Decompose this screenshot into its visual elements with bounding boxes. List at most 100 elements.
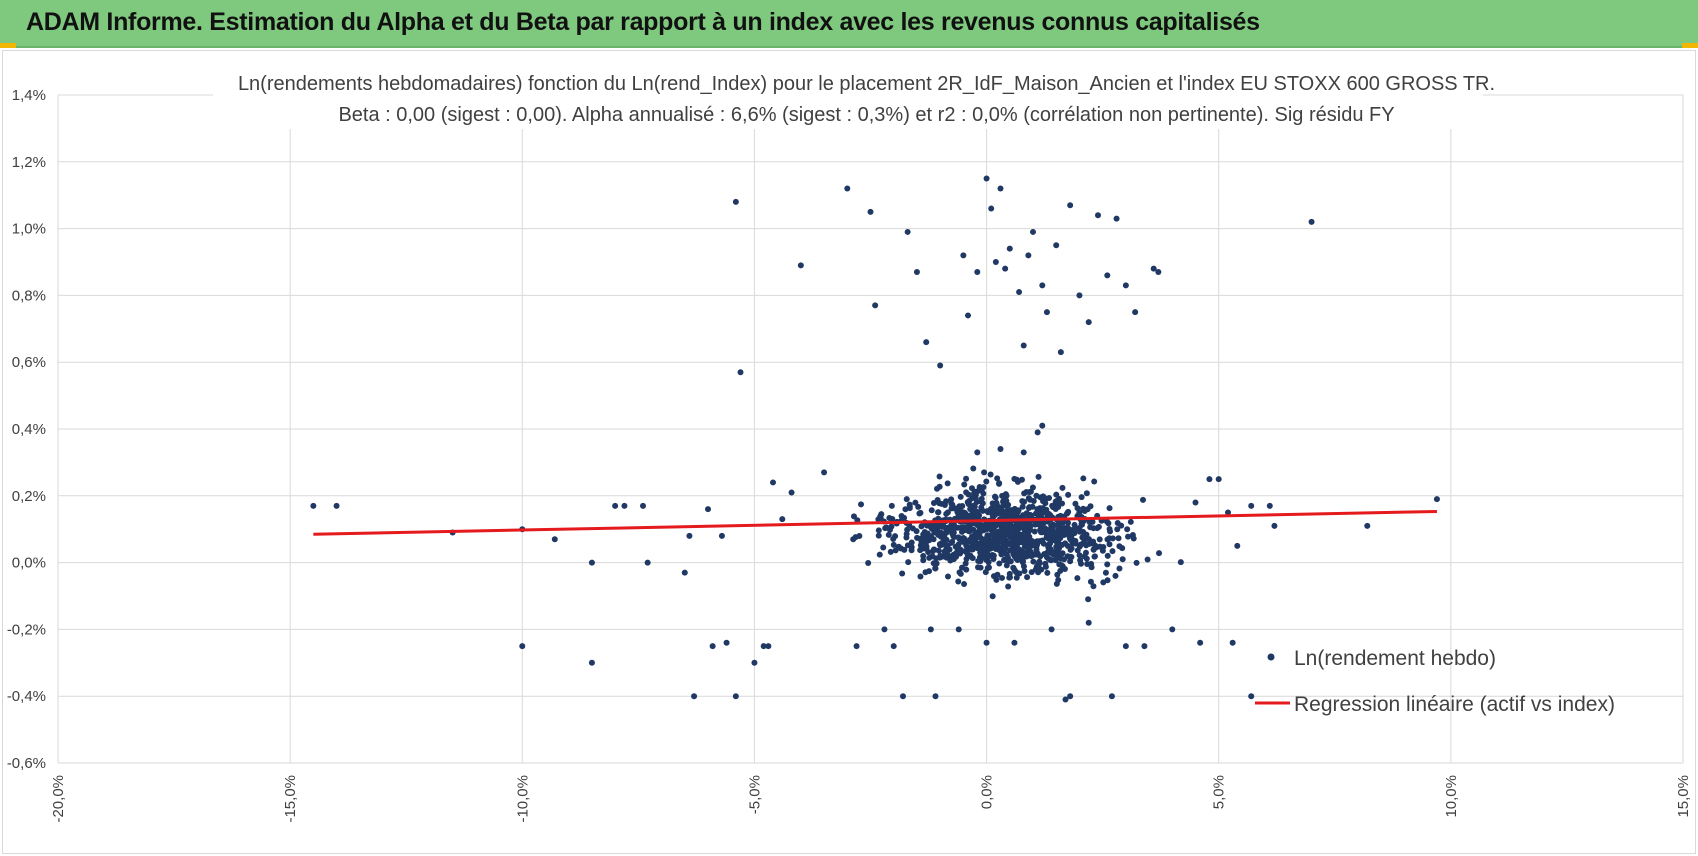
scatter-point xyxy=(1044,569,1051,576)
scatter-point xyxy=(920,557,927,564)
scatter-point xyxy=(875,532,882,539)
scatter-point xyxy=(965,491,972,498)
scatter-point xyxy=(956,535,963,542)
scatter-point xyxy=(770,479,776,486)
y-tick-label: -0,6% xyxy=(7,755,46,772)
scatter-point xyxy=(1040,498,1047,505)
scatter-point xyxy=(779,516,786,523)
scatter-point xyxy=(1049,502,1056,509)
scatter-point xyxy=(958,524,965,531)
scatter-point xyxy=(992,494,999,501)
scatter-point xyxy=(917,547,924,554)
x-tick-label: 10,0% xyxy=(1443,775,1460,818)
scatter-point xyxy=(960,535,967,542)
scatter-point xyxy=(1076,526,1083,533)
y-tick-label: 0,2% xyxy=(12,488,46,505)
scatter-point xyxy=(934,525,941,532)
scatter-point xyxy=(997,446,1004,453)
banner-corner-right xyxy=(1682,43,1698,48)
scatter-point xyxy=(1000,514,1007,521)
scatter-point xyxy=(932,693,939,700)
scatter-point xyxy=(1124,526,1131,533)
scatter-point xyxy=(850,513,857,520)
scatter-point xyxy=(1019,503,1026,510)
x-tick-label: -15,0% xyxy=(282,775,299,823)
scatter-point xyxy=(1039,422,1046,429)
scatter-point xyxy=(966,528,973,535)
y-tick-label: 1,2% xyxy=(12,154,46,171)
scatter-point xyxy=(915,503,922,510)
scatter-point xyxy=(1122,643,1129,650)
scatter-point xyxy=(588,659,595,666)
scatter-point xyxy=(905,559,912,566)
scatter-point xyxy=(1234,542,1241,549)
title-background xyxy=(213,71,1483,129)
scatter-point xyxy=(890,643,897,650)
scatter-point xyxy=(887,548,894,555)
scatter-point xyxy=(918,523,925,530)
scatter-point xyxy=(934,485,941,492)
scatter-point xyxy=(906,503,913,510)
scatter-point xyxy=(983,175,990,182)
y-axis-ticks: -0,6% -0,4% -0,2% 0,0% 0,2% 0,4% 0,6% 0,8% 1,0% 1… xyxy=(7,87,46,772)
scatter-point xyxy=(1059,550,1066,557)
scatter-point xyxy=(1078,494,1085,501)
scatter-point xyxy=(1155,269,1162,276)
legend-label-regression: Regression linéaire (actif vs index) xyxy=(1294,693,1615,716)
scatter-point xyxy=(1064,509,1071,516)
scatter-point xyxy=(992,544,999,551)
scatter-point xyxy=(978,506,985,513)
scatter-point xyxy=(993,510,1000,517)
scatter-point xyxy=(890,541,897,548)
scatter-point xyxy=(1023,489,1030,496)
scatter-point xyxy=(956,569,963,576)
scatter-point xyxy=(998,522,1005,529)
scatter-point xyxy=(996,480,1003,487)
scatter-point xyxy=(1012,528,1019,535)
scatter-point xyxy=(333,502,340,509)
scatter-point xyxy=(958,528,965,535)
scatter-point xyxy=(1086,518,1093,525)
scatter-point xyxy=(709,643,716,650)
chart-frame: Ln(rendements hebdomadaires) fonction du… xyxy=(2,50,1696,854)
scatter-point xyxy=(1112,572,1119,579)
scatter-point xyxy=(1059,500,1066,507)
scatter-point xyxy=(1004,528,1011,535)
scatter-point xyxy=(977,549,984,556)
scatter-point xyxy=(920,552,927,559)
legend-marker-scatter xyxy=(1267,653,1275,661)
scatter-point xyxy=(1059,525,1066,532)
scatter-point xyxy=(640,502,646,509)
scatter-point xyxy=(1035,473,1042,480)
scatter-point xyxy=(1125,533,1132,540)
scatter-point xyxy=(912,499,919,506)
scatter-point xyxy=(875,527,882,534)
scatter-point xyxy=(943,550,950,557)
x-tick-label: -20,0% xyxy=(50,775,67,823)
scatter-point xyxy=(1085,319,1092,326)
scatter-point xyxy=(999,574,1006,581)
scatter-point xyxy=(1057,512,1064,519)
scatter-point xyxy=(519,643,526,650)
scatter-point xyxy=(955,541,962,548)
scatter-point xyxy=(1031,542,1038,549)
scatter-point xyxy=(1087,524,1094,531)
scatter-point xyxy=(955,626,962,633)
scatter-point xyxy=(551,536,558,543)
scatter-point xyxy=(1002,265,1009,272)
scatter-point xyxy=(880,544,887,551)
scatter-point xyxy=(1019,559,1026,566)
scatter-points xyxy=(310,175,1440,703)
scatter-point xyxy=(1067,202,1074,209)
scatter-point xyxy=(1215,476,1222,483)
x-axis-ticks: -20,0% -15,0% -10,0% -5,0% 0,0% 5,0% 10,0% 15,0… xyxy=(50,775,1692,823)
scatter-point xyxy=(1053,491,1060,498)
scatter-point xyxy=(1043,309,1050,316)
scatter-point xyxy=(962,560,969,567)
scatter-point xyxy=(985,509,992,516)
scatter-point xyxy=(1109,548,1116,555)
scatter-point xyxy=(1042,560,1049,567)
regression-line xyxy=(313,509,1437,536)
scatter-point xyxy=(867,208,874,215)
scatter-point xyxy=(1177,559,1184,566)
